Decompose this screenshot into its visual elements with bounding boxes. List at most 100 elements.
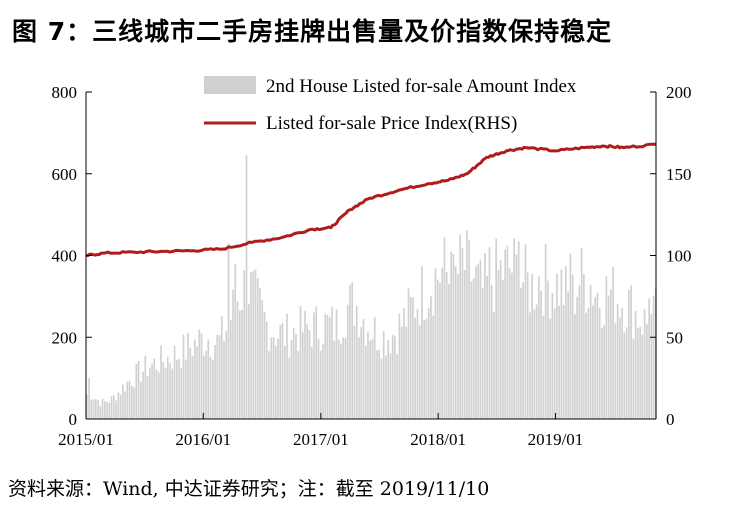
bar [367, 331, 369, 419]
bar [164, 368, 167, 419]
bar [148, 368, 151, 419]
bar [425, 318, 428, 419]
bar [101, 398, 104, 419]
bar [497, 270, 500, 419]
bar [535, 304, 538, 419]
bar [571, 274, 574, 419]
y-left-tick-label: 200 [52, 328, 78, 347]
bar [565, 266, 567, 419]
bar [135, 364, 138, 419]
bar [382, 331, 385, 419]
bar [378, 349, 381, 419]
bar [245, 155, 248, 420]
axes-layer: 0 200 400 600 800 0 50 100 150 200 2015/01 2016/01 2… [52, 83, 692, 449]
bar [549, 318, 551, 419]
bar [272, 337, 275, 419]
x-tick-label: 2015/01 [58, 430, 114, 449]
bar [526, 272, 529, 419]
bar [175, 359, 178, 419]
bar [364, 345, 367, 419]
bar [371, 339, 374, 419]
bar [585, 312, 587, 419]
bar [484, 252, 486, 419]
bar [414, 317, 417, 419]
bar [560, 269, 563, 419]
bar [427, 307, 430, 419]
bar [574, 314, 576, 419]
bar [270, 337, 273, 419]
bar [184, 359, 187, 419]
bar [511, 272, 513, 419]
bar [448, 283, 450, 419]
bar [126, 381, 129, 419]
bar [252, 271, 255, 419]
bar [355, 305, 358, 419]
bar [454, 266, 457, 419]
bar [322, 343, 324, 419]
bar [162, 361, 165, 419]
bar [369, 340, 372, 419]
bar [398, 313, 401, 419]
bar [558, 305, 560, 419]
y-right-tick-label: 100 [666, 247, 692, 266]
bar [376, 350, 378, 419]
bar [373, 316, 376, 419]
bar [151, 363, 153, 419]
y-right-tick-label: 50 [666, 328, 683, 347]
bar [216, 334, 219, 419]
legend: 2nd House Listed for-sale Amount Index L… [204, 76, 577, 134]
bar [583, 274, 585, 419]
y-right-tick-label: 0 [666, 410, 675, 429]
bar [648, 298, 650, 419]
bar [616, 304, 619, 419]
bar [211, 359, 214, 419]
bar [335, 309, 338, 419]
bar [189, 347, 192, 419]
bar [441, 267, 444, 419]
y-left-tick-label: 800 [52, 83, 78, 102]
bar [513, 238, 515, 419]
bar [436, 279, 439, 419]
bar [108, 403, 111, 419]
bar [180, 367, 183, 419]
bar [319, 350, 322, 419]
bar [517, 241, 520, 419]
x-tick-label: 2017/01 [293, 430, 349, 449]
bar [490, 285, 493, 419]
bar [652, 295, 655, 419]
bar [261, 300, 264, 419]
bar [295, 334, 297, 419]
bar [515, 254, 518, 419]
bar [171, 368, 174, 419]
bar [133, 387, 135, 419]
bar [605, 276, 608, 419]
bar [281, 323, 284, 419]
bar [286, 313, 288, 419]
bar [198, 329, 201, 419]
bar [310, 347, 313, 419]
bar [160, 345, 162, 419]
bar [589, 284, 592, 419]
bar [119, 394, 122, 419]
bar [360, 327, 363, 419]
bar [639, 326, 641, 419]
bar [196, 346, 198, 419]
bar [166, 356, 169, 419]
bar [241, 309, 243, 419]
bar [299, 305, 302, 419]
bar [475, 266, 477, 419]
bar [610, 289, 612, 419]
bar [306, 324, 309, 419]
bar [477, 264, 479, 419]
bar [326, 314, 329, 419]
bar [486, 275, 488, 419]
bar [409, 296, 412, 419]
bar [493, 311, 495, 419]
bar [499, 260, 502, 419]
bar [169, 363, 171, 419]
bar [412, 297, 414, 419]
bar [362, 319, 365, 419]
bar [380, 358, 383, 419]
bar [139, 381, 142, 419]
bar [556, 273, 558, 419]
